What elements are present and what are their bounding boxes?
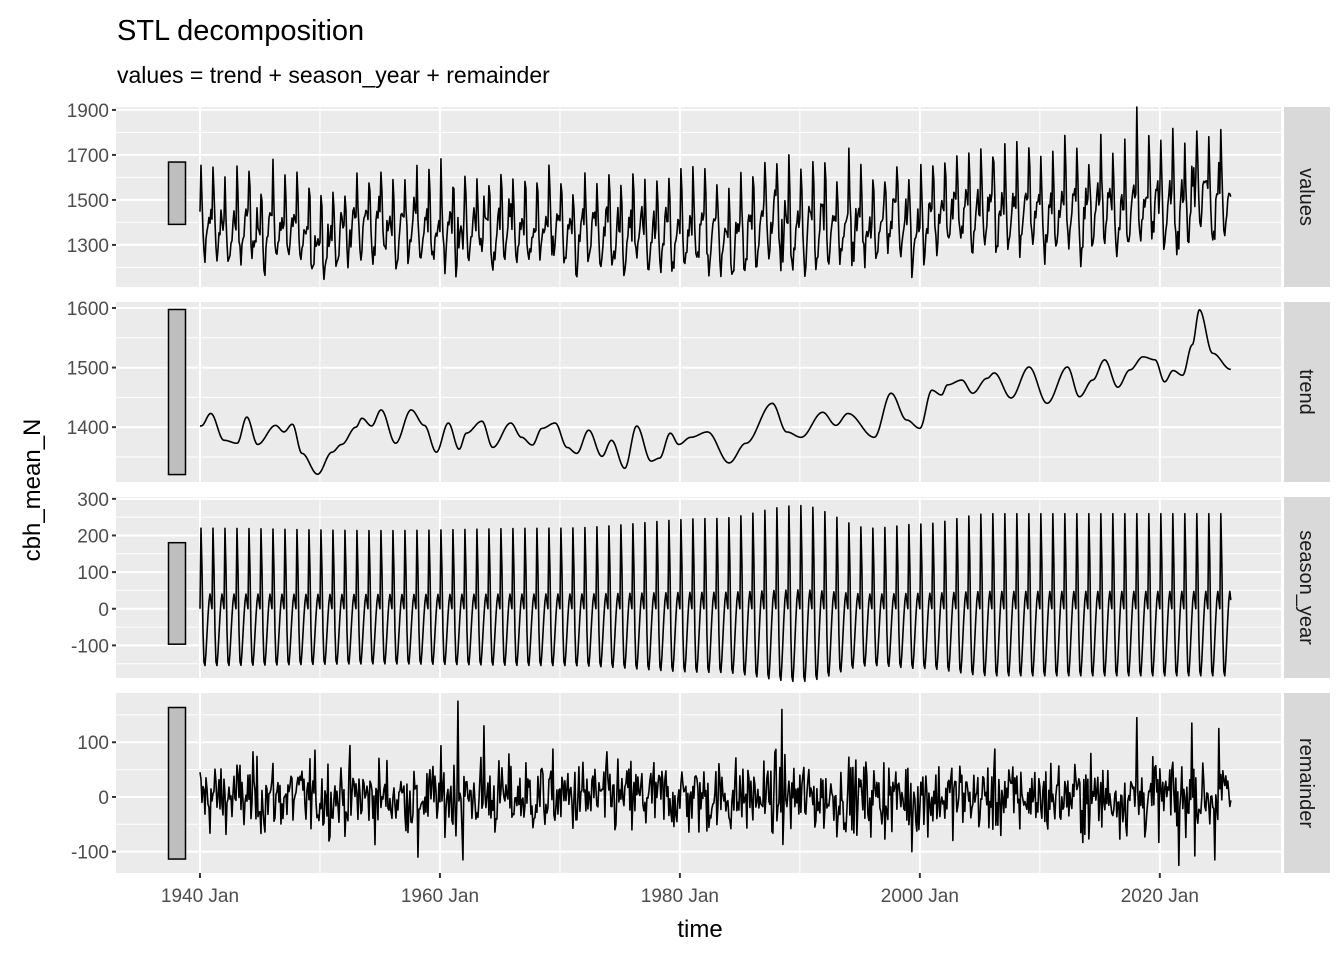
y-tick-label: 1500 bbox=[67, 359, 109, 380]
scale-bar bbox=[167, 161, 187, 226]
y-tick-label: -100 bbox=[71, 843, 109, 864]
facet-trend: 1400 1500 1600 trend bbox=[67, 299, 1330, 482]
strip-label: season_year bbox=[1295, 530, 1317, 645]
strip-label: trend bbox=[1295, 369, 1317, 415]
strip-background bbox=[1284, 497, 1330, 678]
scale-bar bbox=[167, 541, 187, 645]
strip-background bbox=[1284, 302, 1330, 482]
chart-title: STL decomposition bbox=[117, 15, 364, 47]
strip-background bbox=[1284, 693, 1330, 873]
x-tick-label: 1980 Jan bbox=[641, 886, 719, 907]
y-tick-label: 1900 bbox=[67, 101, 109, 122]
chart-subtitle: values = trend + season_year + remainder bbox=[117, 62, 550, 88]
trend-series-line bbox=[199, 309, 1231, 476]
y-tick-label: 200 bbox=[77, 526, 109, 547]
y-tick-label: -100 bbox=[71, 636, 109, 657]
y-tick-label: 1600 bbox=[67, 299, 109, 320]
strip-label: values bbox=[1295, 168, 1317, 226]
x-tick-label: 1940 Jan bbox=[161, 886, 239, 907]
facet-season-year: -100 0 100 200 300 season_year bbox=[71, 490, 1330, 683]
values-series-line bbox=[199, 106, 1232, 281]
y-tick-label: 1500 bbox=[67, 191, 109, 212]
facet-remainder: -100 0 100 remainder bbox=[71, 693, 1330, 873]
scale-bar bbox=[167, 308, 187, 476]
x-axis-label: time bbox=[677, 916, 722, 943]
x-axis: 1940 Jan 1960 Jan 1980 Jan 2000 Jan 2020 Jan bbox=[161, 873, 1199, 907]
y-tick-label: 0 bbox=[98, 788, 109, 809]
y-tick-label: 1700 bbox=[67, 146, 109, 167]
y-tick-label: 1400 bbox=[67, 418, 109, 439]
season-year-series-line bbox=[199, 504, 1232, 683]
strip-background bbox=[1284, 107, 1330, 287]
y-tick-label: 100 bbox=[77, 563, 109, 584]
panel-background bbox=[116, 107, 1281, 287]
strip-label: remainder bbox=[1295, 738, 1317, 828]
x-tick-label: 2000 Jan bbox=[881, 886, 959, 907]
x-tick-label: 1960 Jan bbox=[401, 886, 479, 907]
facet-panels: 1300 1500 1700 1900 values 1400 1500 1600 trend -… bbox=[67, 101, 1330, 873]
y-axis-label: cbh_mean_N bbox=[19, 419, 46, 562]
remainder-series-line bbox=[199, 700, 1232, 867]
y-tick-label: 300 bbox=[77, 490, 109, 511]
y-tick-label: 100 bbox=[77, 733, 109, 754]
scale-bar bbox=[167, 706, 187, 860]
y-tick-label: 1300 bbox=[67, 236, 109, 257]
x-tick-label: 2020 Jan bbox=[1121, 886, 1199, 907]
y-tick-label: 0 bbox=[98, 600, 109, 621]
panel-background bbox=[116, 302, 1281, 482]
facet-values: 1300 1500 1700 1900 values bbox=[67, 101, 1330, 287]
